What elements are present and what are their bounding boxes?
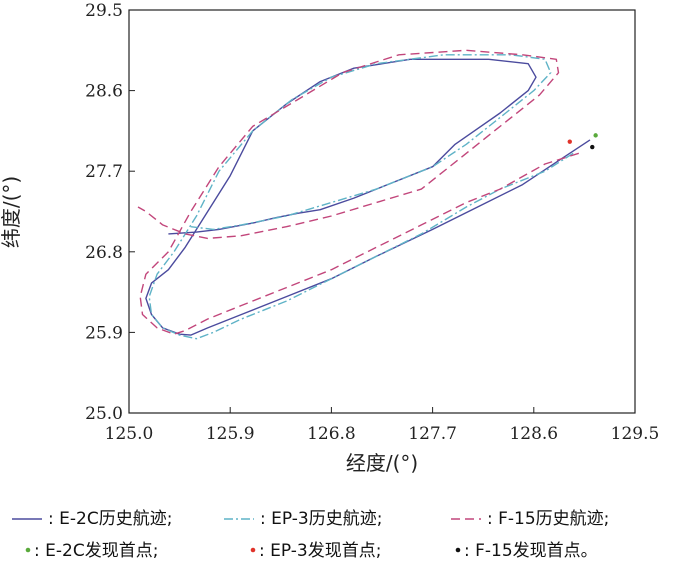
y-tick-label: 29.5	[85, 1, 123, 21]
x-tick-label: 125.9	[206, 424, 255, 444]
series-line-2	[137, 49, 580, 335]
x-tick-label: 127.7	[408, 424, 457, 444]
legend-dot-swatch	[25, 547, 31, 553]
y-tick-label: 28.6	[85, 82, 123, 102]
x-axis-label: 经度/(°)	[346, 451, 418, 475]
legend-entry-text: : EP-3历史航迹;	[260, 509, 382, 529]
legend-entry-text: : E-2C发现首点;	[34, 541, 158, 561]
x-tick-label: 125.0	[105, 424, 154, 444]
x-tick-label: 126.8	[307, 424, 356, 444]
y-tick-label: 25.9	[85, 323, 123, 343]
legend-dot-swatch	[455, 547, 461, 553]
discovery-points-layer	[567, 133, 598, 150]
y-tick-label: 26.8	[85, 243, 123, 263]
series-layer	[137, 49, 591, 340]
discovery-point-2	[590, 144, 595, 150]
legend-entry-text: : F-15历史航迹;	[487, 509, 609, 529]
discovery-point-1	[567, 139, 572, 144]
series-line-1	[148, 54, 574, 340]
y-axis-label: 纬度/(°)	[0, 176, 23, 248]
x-tick-label: 128.6	[509, 424, 558, 444]
axis-ticks: 125.0 125.9 126.8 127.7 128.6 129.5 25.0 25.9 26…	[85, 1, 659, 444]
legend: : E-2C历史航迹; : EP-3历史航迹; : F-15历史航迹; : E-2C发…	[12, 509, 609, 561]
x-tick-label: 129.5	[611, 424, 660, 444]
plot-frame	[128, 9, 636, 414]
legend-entry-text: : E-2C历史航迹;	[48, 509, 172, 529]
y-tick-label: 25.0	[85, 404, 123, 424]
discovery-point-0	[593, 133, 598, 138]
y-tick-label: 27.7	[85, 162, 123, 182]
series-line-0	[145, 58, 591, 336]
legend-entry-text: : F-15发现首点。	[464, 541, 598, 561]
legend-entry-text: : EP-3发现首点;	[259, 541, 381, 561]
legend-dot-swatch	[250, 547, 256, 553]
